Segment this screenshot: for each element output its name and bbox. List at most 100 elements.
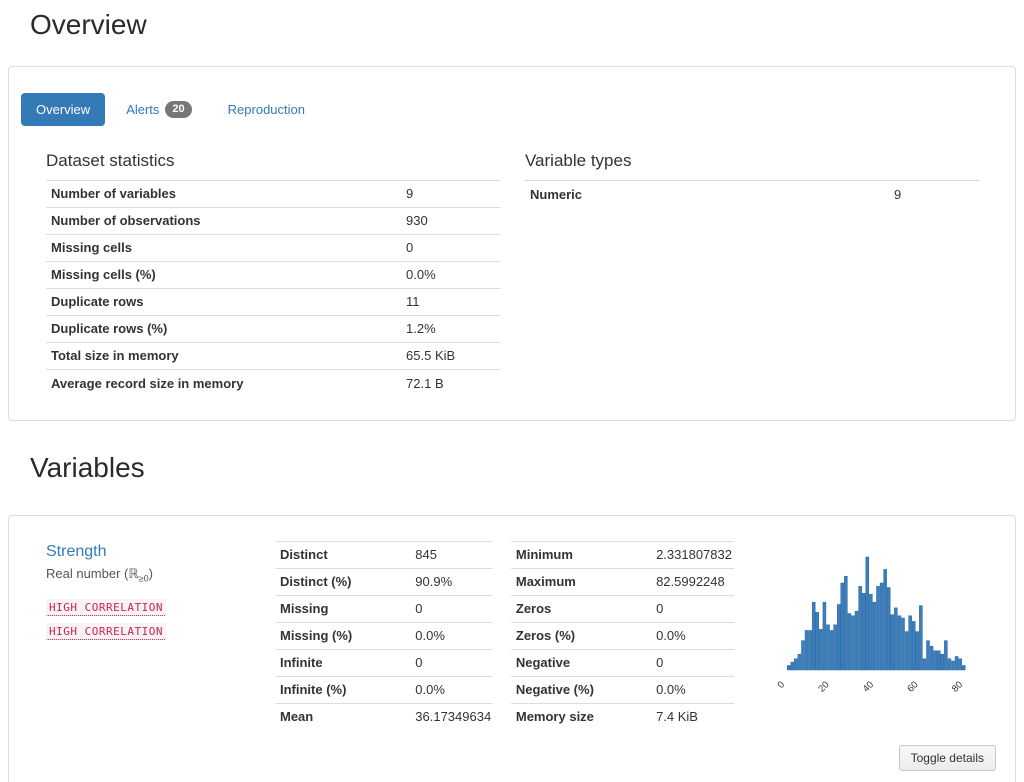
row-label: Missing — [275, 594, 411, 623]
row-value: 0 — [651, 594, 734, 623]
table-row: Missing cells (%) 0.0% — [46, 260, 502, 289]
row-value: 82.5992248 — [651, 567, 734, 596]
dataset-statistics-title: Dataset statistics — [46, 150, 175, 170]
row-label: Duplicate rows (%) — [46, 314, 402, 343]
table-row: Duplicate rows (%) 1.2% — [46, 314, 502, 343]
table-row: Mean 36.17349634 — [275, 702, 494, 731]
table-row: Missing cells 0 — [46, 233, 502, 262]
table-row: Zeros 0 — [510, 594, 734, 623]
row-label: Number of variables — [46, 179, 402, 208]
row-value: 2.331807832 — [651, 540, 734, 569]
row-label: Zeros (%) — [510, 621, 652, 650]
table-row: Average record size in memory 72.1 B — [46, 368, 502, 397]
row-value: 0.0% — [410, 621, 494, 650]
row-value: 1.2% — [401, 314, 502, 343]
row-label: Infinite — [275, 648, 411, 677]
variable-name-link[interactable]: Strength — [46, 542, 107, 560]
dataset-statistics-table: Number of variables 9 Number of observatio… — [46, 179, 502, 397]
table-row: Minimum 2.331807832 — [510, 540, 734, 569]
table-row: Negative (%) 0.0% — [510, 675, 734, 704]
row-label: Average record size in memory — [46, 368, 402, 397]
variable-type-label: Real number (ℝ≥0) — [46, 565, 153, 584]
row-value: 0.0% — [651, 621, 734, 650]
tab-reproduction-label: Reproduction — [227, 101, 305, 117]
row-label: Distinct (%) — [275, 567, 411, 596]
table-row: Total size in memory 65.5 KiB — [46, 341, 502, 370]
tab-reproduction[interactable]: Reproduction — [213, 93, 320, 126]
table-row: Missing (%) 0.0% — [275, 621, 494, 650]
table-row: Numeric 9 — [524, 179, 980, 208]
table-row: Number of observations 930 — [46, 206, 502, 235]
variable-panel: Strength Real number (ℝ≥0) HIGH CORRELAT… — [8, 514, 1016, 782]
variable-types-title: Variable types — [524, 150, 632, 170]
table-row: Zeros (%) 0.0% — [510, 621, 734, 650]
row-label: Missing cells — [46, 233, 402, 262]
mini-histogram: 0 20 40 60 80 — [759, 541, 999, 704]
tab-overview[interactable]: Overview — [21, 92, 106, 126]
table-row: Distinct 845 — [275, 540, 494, 569]
table-row: Memory size 7.4 KiB — [510, 702, 734, 731]
table-row: Distinct (%) 90.9% — [275, 567, 494, 596]
histogram-svg: 0 20 40 60 80 — [776, 556, 966, 694]
row-value: 65.5 KiB — [401, 341, 502, 370]
row-value: 90.9% — [410, 567, 494, 596]
tab-bar: Overview Alerts 20 Reproduction — [9, 67, 1015, 127]
row-value: 0 — [401, 233, 502, 262]
row-value: 0 — [410, 648, 494, 677]
tab-overview-label: Overview — [36, 101, 91, 117]
row-label: Infinite (%) — [275, 675, 411, 704]
row-label: Missing cells (%) — [46, 260, 402, 289]
row-value: 930 — [401, 206, 502, 235]
table-row: Negative 0 — [510, 648, 734, 677]
variable-row-strength: Strength Real number (ℝ≥0) HIGH CORRELAT… — [9, 516, 1015, 731]
row-label: Missing (%) — [275, 621, 411, 650]
row-label: Mean — [275, 702, 411, 731]
row-value: 11 — [401, 287, 502, 316]
row-label: Total size in memory — [46, 341, 402, 370]
row-value: 36.17349634 — [410, 702, 494, 731]
table-row: Infinite (%) 0.0% — [275, 675, 494, 704]
variable-stats-table-right: Minimum 2.331807832 Maximum 82.5992248 Zeros… — [510, 540, 734, 731]
overview-panel: Overview Alerts 20 Reproduction Dataset … — [8, 65, 1016, 421]
row-value: 0.0% — [410, 675, 494, 704]
variable-types-table: Numeric 9 — [524, 179, 980, 208]
variable-alerts: HIGH CORRELATION HIGH CORRELATION — [46, 599, 275, 641]
svg-text:80: 80 — [950, 679, 965, 694]
alert-badge-high-correlation[interactable]: HIGH CORRELATION — [46, 623, 166, 641]
row-label: Negative — [510, 648, 652, 677]
row-value: 845 — [410, 540, 494, 569]
table-row: Maximum 82.5992248 — [510, 567, 734, 596]
row-label: Distinct — [275, 540, 411, 569]
row-label: Memory size — [510, 702, 652, 731]
svg-text:60: 60 — [905, 679, 920, 694]
variables-section-title: Variables — [30, 451, 145, 483]
row-label: Duplicate rows — [46, 287, 402, 316]
row-value: 0 — [651, 648, 734, 677]
alerts-count-badge: 20 — [165, 100, 192, 118]
row-value: 72.1 B — [401, 368, 502, 397]
toggle-details-button[interactable]: Toggle details — [898, 745, 996, 772]
row-label: Negative (%) — [510, 675, 652, 704]
row-label: Numeric — [524, 179, 890, 208]
row-value: 0.0% — [401, 260, 502, 289]
table-row: Duplicate rows 11 — [46, 287, 502, 316]
alert-badge-high-correlation[interactable]: HIGH CORRELATION — [46, 599, 166, 617]
variable-stats-table-left: Distinct 845 Distinct (%) 90.9% Missing 0 Miss… — [275, 540, 494, 731]
row-value: 7.4 KiB — [651, 702, 734, 731]
svg-text:40: 40 — [861, 679, 876, 694]
row-value: 9 — [889, 179, 980, 208]
table-row: Missing 0 — [275, 594, 494, 623]
row-label: Minimum — [510, 540, 652, 569]
row-label: Zeros — [510, 594, 652, 623]
tab-alerts-label: Alerts — [126, 101, 160, 117]
row-value: 0.0% — [651, 675, 734, 704]
row-value: 0 — [410, 594, 494, 623]
row-value: 9 — [401, 179, 502, 208]
row-label: Number of observations — [46, 206, 402, 235]
table-row: Number of variables 9 — [46, 179, 502, 208]
page-title: Overview — [30, 9, 147, 40]
svg-text:0: 0 — [776, 679, 788, 691]
svg-text:20: 20 — [816, 679, 831, 694]
row-label: Maximum — [510, 567, 652, 596]
tab-alerts[interactable]: Alerts 20 — [111, 92, 206, 127]
